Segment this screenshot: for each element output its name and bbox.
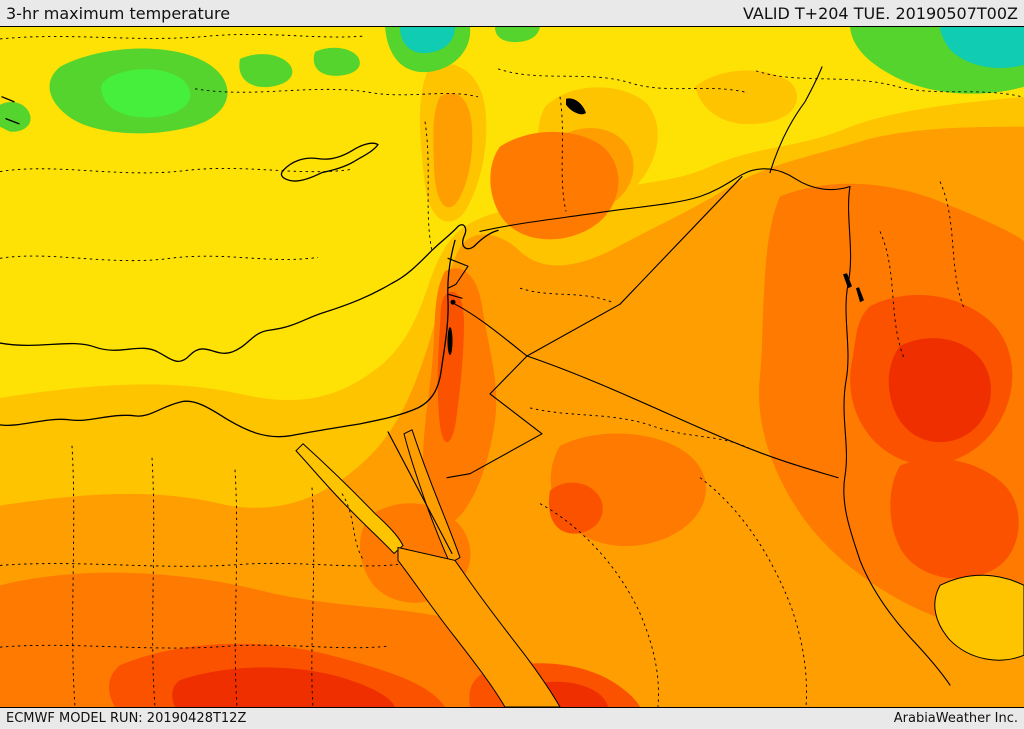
green-layer [0, 27, 1024, 134]
admin-line [539, 503, 659, 707]
border-turkey-syria-iraq [479, 168, 851, 232]
turkey-coast [0, 224, 499, 363]
contour-region [490, 131, 619, 240]
contour-region [888, 338, 991, 443]
admin-line [699, 477, 807, 707]
sea-of-galilee [450, 299, 456, 305]
valid-time-label: VALID T+204 TUE. 20190507T00Z [742, 3, 1018, 23]
admin-line [151, 457, 156, 707]
admin-line [341, 493, 364, 560]
persian-gulf-patch [934, 574, 1024, 661]
map-header: 3-hr maximum temperature VALID T+204 TUE… [0, 0, 1024, 26]
attribution-label: ArabiaWeather Inc. [893, 711, 1018, 726]
red-layer [172, 338, 991, 707]
border-jordan-iraq [526, 303, 621, 357]
temperature-map [0, 26, 1024, 708]
admin-line [71, 445, 76, 707]
dead-sea [447, 327, 453, 356]
border-jordan-saudi [446, 355, 543, 479]
admin-boundaries [0, 33, 1023, 707]
contour-region [695, 70, 798, 125]
border-israel-north [447, 293, 463, 299]
contour-region [239, 54, 293, 88]
red-sea [397, 546, 561, 707]
levant-egypt-coast [0, 239, 456, 438]
admin-line [0, 562, 399, 567]
model-run-label: ECMWF MODEL RUN: 20190428T12Z [6, 711, 247, 726]
water-bodies [295, 429, 1024, 707]
admin-line [939, 181, 965, 309]
admin-line [234, 469, 238, 707]
admin-line [0, 255, 319, 262]
map-footer: ECMWF MODEL RUN: 20190428T12Z ArabiaWeat… [0, 708, 1024, 729]
contour-region [101, 69, 191, 118]
lake-tharthar [843, 273, 852, 289]
admin-line [424, 121, 433, 252]
admin-line [879, 231, 905, 359]
border-saudi-iraq [526, 355, 839, 479]
aegean-island-mark [5, 118, 20, 125]
border-syria-jordan [454, 303, 528, 357]
contour-region [437, 291, 464, 443]
cyprus-outline [280, 142, 379, 182]
lake-habbaniyah [856, 287, 864, 303]
aegean-island-mark [1, 96, 15, 103]
admin-line [559, 96, 567, 212]
contour-region [890, 458, 1019, 579]
admin-line [529, 407, 753, 451]
contour-region [433, 93, 473, 208]
admin-line [194, 88, 479, 98]
contour-region [400, 27, 455, 54]
border-israel-egypt [387, 431, 453, 554]
coastlines [0, 96, 499, 438]
contour-region [0, 102, 31, 132]
admin-line [0, 33, 366, 40]
contour-region [313, 47, 360, 76]
page-title: 3-hr maximum temperature [6, 3, 231, 23]
border-lebanon [447, 257, 469, 289]
border-turkey-northeast [769, 66, 823, 174]
admin-line [311, 487, 315, 707]
contour-region [940, 27, 1024, 68]
lake-assad [566, 98, 586, 115]
border-syria-iraq [619, 176, 743, 305]
country-borders [387, 66, 951, 686]
contour-region [548, 482, 603, 534]
contour-region [172, 667, 395, 707]
admin-line [497, 68, 749, 94]
temperature-map-svg [0, 27, 1024, 707]
admin-line [0, 644, 389, 649]
lakes [447, 98, 864, 356]
admin-line [0, 167, 351, 174]
contour-region [495, 27, 540, 43]
